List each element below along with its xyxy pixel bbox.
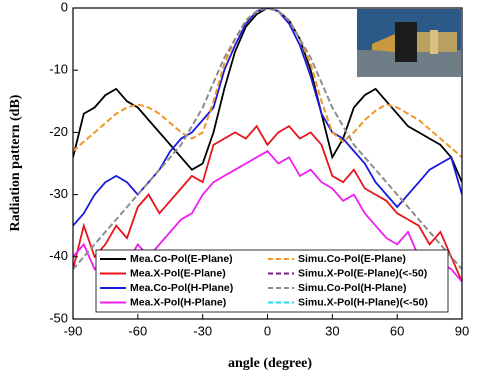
y-tick-label: -20 (49, 124, 68, 139)
x-tick-label: -60 (128, 323, 147, 338)
x-axis-title: angle (degree) (228, 356, 312, 371)
y-tick-label: -30 (49, 186, 68, 201)
legend-label: Simu.Co-Pol(E-Plane) (298, 253, 406, 265)
y-tick-label: -40 (49, 248, 68, 263)
x-tick-label: -30 (193, 323, 212, 338)
series-line (73, 149, 462, 283)
legend-label: Simu.X-Pol(E-Plane)(<-50) (298, 267, 427, 279)
legend-label: Mea.X-Pol(H-Plane) (130, 296, 226, 308)
legend-label: Simu.X-Pol(H-Plane)(<-50) (298, 296, 428, 308)
inset-photo (357, 9, 461, 77)
x-tick-label: -90 (64, 323, 83, 338)
series-line (73, 8, 462, 159)
series-line (73, 8, 462, 270)
series-line (73, 124, 462, 283)
plot-lines (73, 8, 462, 283)
x-tick-label: 60 (390, 323, 404, 338)
legend-label: Simu.Co-Pol(H-Plane) (298, 282, 407, 294)
y-axis-title: Radiation pattern (dB) (8, 94, 23, 231)
y-tick-label: -10 (49, 62, 68, 77)
x-tick-label: 0 (264, 323, 271, 338)
y-tick-label: -50 (49, 310, 68, 325)
legend-label: Mea.X-Pol(E-Plane) (130, 267, 226, 279)
x-tick-label: 90 (455, 323, 469, 338)
x-tick-label: 30 (325, 323, 339, 338)
series-line (73, 8, 462, 227)
legend-label: Mea.Co-Pol(H-Plane) (130, 282, 233, 294)
legend-label: Mea.Co-Pol(E-Plane) (130, 253, 233, 265)
y-tick-label: 0 (61, 0, 68, 14)
series-line (73, 8, 462, 183)
